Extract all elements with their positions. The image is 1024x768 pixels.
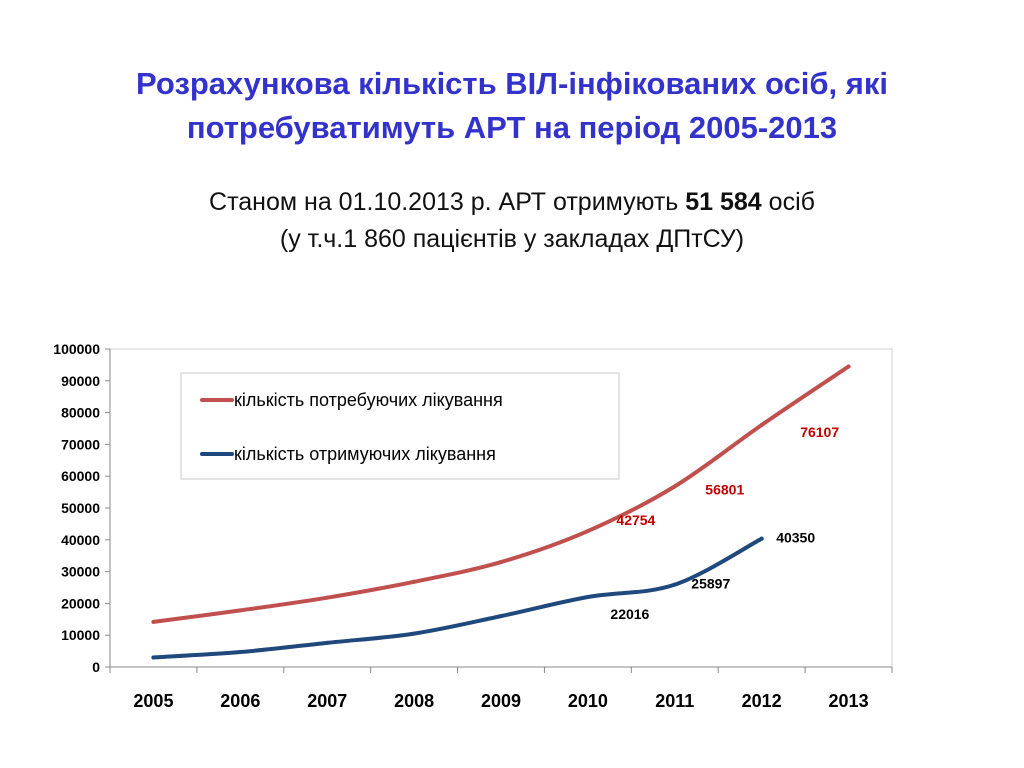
title-line-2: потребуватимуть АРТ на період 2005-2013 (186, 110, 838, 145)
series-point-1 (151, 619, 156, 624)
x-tick-label: 2009 (481, 691, 521, 711)
series-point-2 (585, 594, 590, 599)
y-tick-label: 20000 (61, 595, 100, 611)
x-tick-label: 2010 (568, 691, 608, 711)
data-labels: 42754 56801 76107 22016 25897 40350 (610, 424, 839, 622)
series-point-1 (412, 579, 417, 584)
series-point-1 (325, 595, 330, 600)
y-tick-label: 60000 (61, 468, 100, 484)
series-point-1 (846, 364, 851, 369)
data-label-s2: 22016 (610, 606, 649, 622)
legend-label-1: кількість потребуючих лікування (234, 390, 503, 410)
y-tick-label: 40000 (61, 532, 100, 548)
series-line-2 (151, 536, 764, 660)
legend-box (180, 372, 620, 480)
x-tick-label: 2013 (829, 691, 869, 711)
data-label-s2: 25897 (691, 576, 730, 592)
x-tick-label: 2008 (394, 691, 434, 711)
data-label-s1: 56801 (705, 481, 744, 497)
data-label-s1: 76107 (800, 424, 839, 440)
series-point-1 (238, 608, 243, 613)
series-point-2 (151, 655, 156, 660)
slide-title: Розрахункова кількість ВІЛ-інфікованих о… (0, 62, 1024, 150)
series-point-1 (585, 529, 590, 534)
subtitle-line-2: (у т.ч.1 860 пацієнтів у закладах ДПтСУ) (279, 225, 745, 253)
series-area (151, 364, 851, 660)
data-label-s2: 40350 (776, 530, 815, 546)
series-point-2 (499, 614, 503, 619)
legend-label-2: кількість отримуючих лікування (234, 444, 496, 464)
series-point-1 (672, 484, 677, 489)
subtitle-text-pre: Станом на 01.10.2013 р. АРТ отримують (209, 188, 686, 216)
subtitle-text-post: осіб (761, 188, 815, 216)
series-point-2 (238, 650, 243, 655)
subtitle-line-1: Станом на 01.10.2013 р. АРТ отримують 51… (0, 184, 1024, 221)
x-tick-label: 2012 (742, 691, 782, 711)
series-point-2 (759, 536, 764, 541)
y-tick-label: 30000 (61, 564, 100, 580)
y-tick-label: 100000 (53, 341, 100, 357)
y-tick-label: 70000 (61, 436, 100, 452)
series-point-2 (412, 631, 417, 636)
y-tick-label: 0 (92, 659, 100, 675)
series-point-1 (759, 422, 764, 427)
y-tick-label: 10000 (61, 627, 100, 643)
legend: кількість потребуючих лікування кількість… (180, 372, 620, 480)
y-tick-label: 50000 (61, 500, 100, 516)
slide-subtitle: Станом на 01.10.2013 р. АРТ отримують 51… (0, 184, 1024, 258)
series-point-2 (325, 640, 330, 645)
series-point-2 (672, 582, 677, 587)
subtitle-count: 51 584 (685, 188, 762, 216)
x-tick-label: 2007 (307, 691, 347, 711)
y-tick-label: 90000 (61, 373, 100, 389)
data-label-s1: 42754 (616, 512, 655, 528)
y-axis: 0 10000 20000 30000 40000 50000 60000 70000 8000… (53, 341, 893, 675)
y-tick-label: 80000 (61, 405, 100, 421)
x-axis: 2005 2006 2007 2008 2009 2010 2011 2012 2013 (109, 666, 893, 711)
x-tick-label: 2006 (220, 691, 260, 711)
title-line-1: Розрахункова кількість ВІЛ-інфікованих о… (136, 66, 888, 101)
series-point-1 (499, 560, 503, 565)
x-tick-label: 2011 (655, 691, 694, 711)
x-tick-label: 2005 (133, 691, 173, 711)
